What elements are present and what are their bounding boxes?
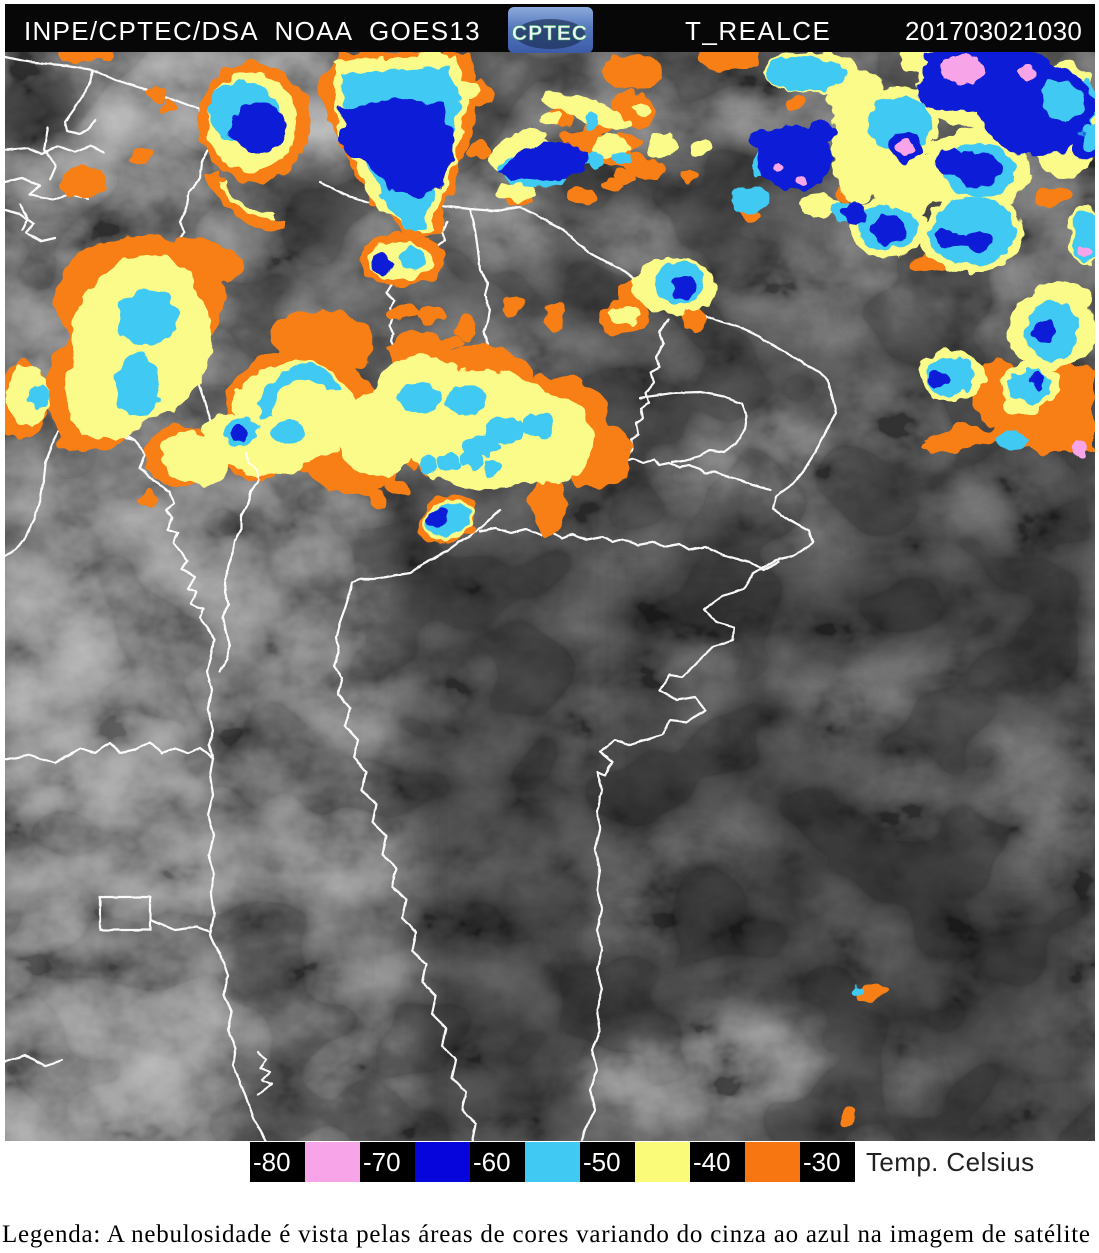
svg-text:CPTEC: CPTEC	[512, 22, 588, 45]
